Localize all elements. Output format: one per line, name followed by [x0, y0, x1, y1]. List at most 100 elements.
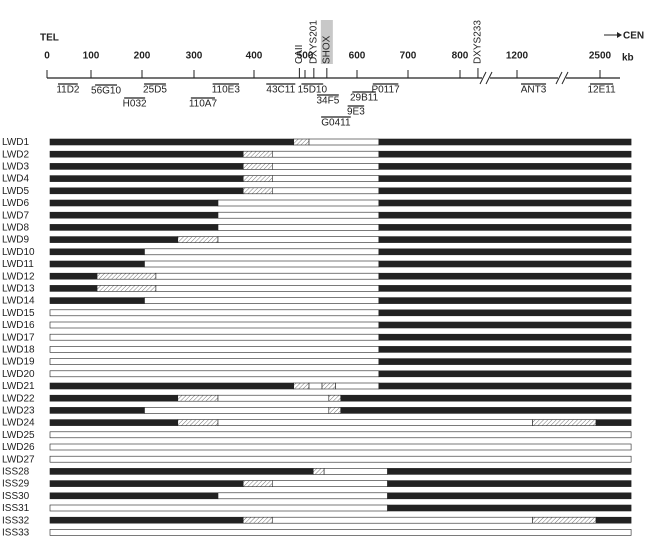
- marker-label: SHOX: [321, 35, 332, 64]
- clone-label: G0411: [321, 118, 351, 129]
- clone-label: 15D10: [298, 85, 328, 96]
- row-segment: [532, 516, 597, 524]
- row-segment: [378, 321, 632, 329]
- row-segment: [387, 468, 632, 475]
- row-segment: [155, 285, 380, 292]
- row-segment: [49, 224, 219, 231]
- row-label: ISS30: [2, 491, 30, 502]
- row-segment: [49, 297, 145, 304]
- row-segment: [49, 346, 380, 353]
- row-segment: [96, 285, 157, 292]
- row-segment: [49, 382, 295, 390]
- row-segment: [308, 138, 380, 146]
- row-label: LWD21: [2, 381, 35, 392]
- row-segment: [49, 187, 244, 195]
- row-segment: [378, 187, 632, 195]
- marker-label: DXYS201: [308, 20, 319, 64]
- clone-label: 110A7: [189, 99, 218, 110]
- row-segment: [217, 224, 380, 231]
- row-segment: [271, 150, 380, 158]
- clone-label: 25D5: [143, 85, 167, 96]
- row-label: LWD17: [2, 332, 35, 343]
- row-segment: [271, 163, 380, 170]
- row-segment: [595, 516, 632, 524]
- row-segment: [271, 175, 380, 182]
- row-segment: [242, 480, 273, 487]
- row-label: LWD11: [2, 259, 34, 270]
- row-segment: [328, 394, 342, 402]
- row-label: ISS33: [2, 528, 30, 539]
- row-segment: [387, 492, 632, 500]
- row-label: LWD12: [2, 271, 35, 282]
- row-label: LWD6: [2, 198, 29, 209]
- axis-tick-label: 400: [246, 51, 263, 62]
- row-segment: [321, 382, 336, 390]
- row-segment: [49, 260, 145, 268]
- row-segment: [217, 394, 330, 402]
- axis-tick-label: 2500: [589, 51, 612, 62]
- row-segment: [144, 407, 330, 414]
- row-segment: [144, 248, 380, 256]
- row-segment: [242, 175, 273, 182]
- row-segment: [49, 333, 380, 341]
- row-segment: [595, 419, 632, 426]
- row-segment: [49, 492, 219, 500]
- row-segment: [217, 199, 380, 207]
- clone-label: 43C11: [266, 85, 295, 96]
- row-segment: [271, 480, 388, 487]
- axis-tick-label: 100: [83, 51, 100, 62]
- axis-tick-label: 1200: [506, 51, 529, 62]
- row-segment: [49, 504, 388, 512]
- row-segment: [49, 272, 98, 280]
- row-segment: [378, 260, 632, 268]
- row-segment: [335, 382, 380, 390]
- row-label: LWD18: [2, 345, 35, 356]
- row-label: LWD15: [2, 308, 35, 319]
- row-segment: [49, 419, 179, 426]
- row-segment: [378, 248, 632, 256]
- row-segment: [49, 138, 295, 146]
- row-segment: [49, 431, 632, 439]
- axis-tick-label: 700: [400, 51, 417, 62]
- row-segment: [242, 187, 273, 195]
- row-segment: [49, 175, 244, 182]
- row-segment: [378, 285, 632, 292]
- row-segment: [49, 358, 380, 365]
- row-segment: [308, 382, 323, 390]
- row-segment: [293, 382, 310, 390]
- row-segment: [378, 297, 632, 304]
- row-segment: [242, 516, 273, 524]
- row-segment: [49, 443, 632, 451]
- row-segment: [378, 358, 632, 365]
- row-segment: [532, 419, 597, 426]
- row-segment: [378, 150, 632, 158]
- row-segment: [49, 468, 314, 475]
- row-segment: [293, 138, 310, 146]
- row-label: ISS29: [2, 479, 30, 490]
- axis-tick-label: 500: [297, 51, 314, 62]
- row-label: LWD26: [2, 442, 35, 453]
- row-label: ISS31: [2, 503, 30, 514]
- row-segment: [49, 211, 219, 219]
- row-segment: [378, 199, 632, 207]
- row-segment: [378, 138, 632, 146]
- row-segment: [177, 236, 219, 243]
- row-segment: [217, 236, 380, 243]
- row-label: LWD9: [2, 235, 29, 246]
- row-segment: [49, 370, 380, 378]
- clone-label: 34F5: [316, 96, 339, 107]
- row-segment: [49, 407, 145, 414]
- row-segment: [49, 321, 380, 329]
- clone-label: 56G10: [91, 86, 121, 97]
- row-label: LWD2: [2, 149, 29, 160]
- marker-label: CAII: [294, 45, 305, 64]
- axis-tick-label: 800: [452, 51, 469, 62]
- row-segment: [155, 272, 380, 280]
- row-label: LWD8: [2, 223, 29, 234]
- unit-label: kb: [622, 53, 634, 64]
- row-segment: [49, 529, 632, 536]
- row-label: LWD20: [2, 369, 35, 380]
- row-segment: [49, 480, 244, 487]
- clone-label: 29B11: [350, 93, 379, 104]
